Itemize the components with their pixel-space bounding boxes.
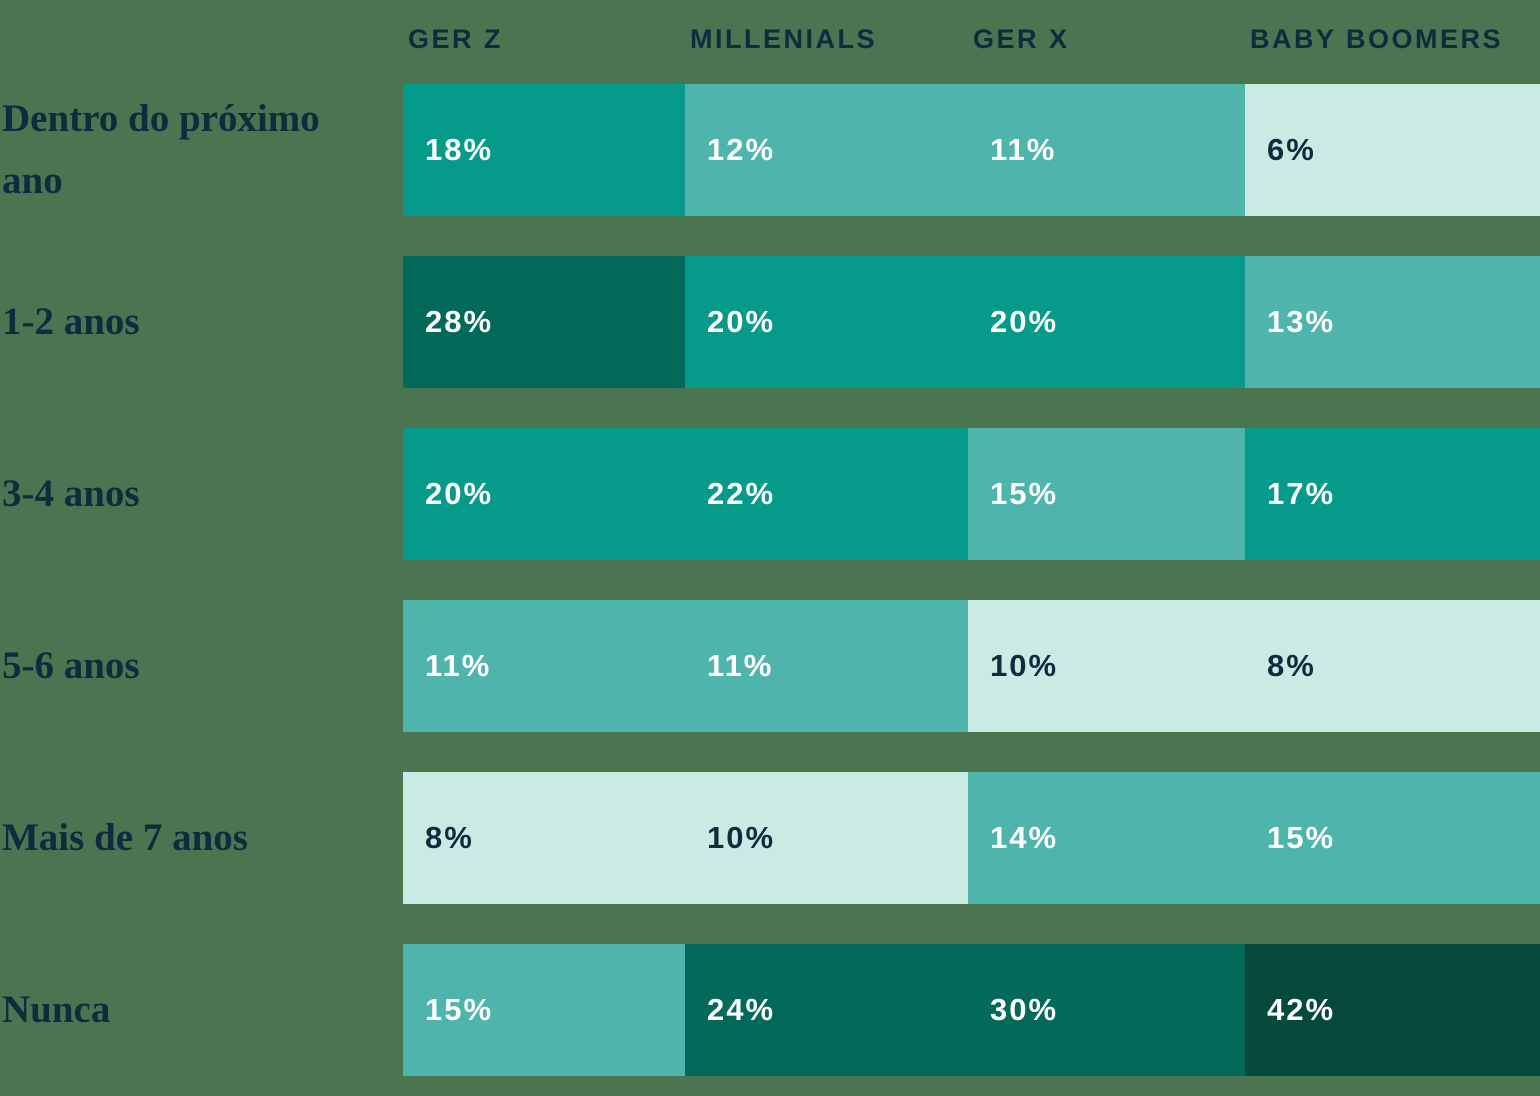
value-cell: 22% <box>685 428 968 560</box>
value-cell: 28% <box>403 256 685 388</box>
value-cell: 13% <box>1245 256 1540 388</box>
value-cell: 6% <box>1245 84 1540 216</box>
heatmap-rows: Dentro do próximo ano 18% 12% 11% 6% 1-2… <box>0 84 1540 1076</box>
value-cell: 10% <box>968 600 1245 732</box>
row-label: Dentro do próximo ano <box>2 97 320 202</box>
table-row-5-6-anos: 5-6 anos 11% 11% 10% 8% <box>0 600 1540 732</box>
row-label: Nunca <box>2 988 111 1031</box>
value-cell: 20% <box>685 256 968 388</box>
row-label: 3-4 anos <box>2 472 140 515</box>
row-label: 1-2 anos <box>2 300 140 343</box>
column-headers: GER Z MILLENIALS GER X BABY BOOMERS <box>0 24 1540 55</box>
value-cell: 12% <box>685 84 968 216</box>
value-cell: 30% <box>968 944 1245 1076</box>
row-label: Mais de 7 anos <box>2 816 248 859</box>
column-header-ger-x: GER X <box>973 24 1070 54</box>
value-cell: 8% <box>403 772 685 904</box>
column-header-baby-boomers: BABY BOOMERS <box>1250 24 1504 54</box>
value-cell: 24% <box>685 944 968 1076</box>
table-row-1-2-anos: 1-2 anos 28% 20% 20% 13% <box>0 256 1540 388</box>
table-row-nunca: Nunca 15% 24% 30% 42% <box>0 944 1540 1076</box>
row-label: 5-6 anos <box>2 644 140 687</box>
value-cell: 15% <box>968 428 1245 560</box>
column-header-millenials: MILLENIALS <box>690 24 877 54</box>
value-cell: 11% <box>968 84 1245 216</box>
value-cell: 11% <box>403 600 685 732</box>
table-row-dentro-do-proximo-ano: Dentro do próximo ano 18% 12% 11% 6% <box>0 84 1540 216</box>
value-cell: 20% <box>403 428 685 560</box>
value-cell: 20% <box>968 256 1245 388</box>
table-row-3-4-anos: 3-4 anos 20% 22% 15% 17% <box>0 428 1540 560</box>
value-cell: 10% <box>685 772 968 904</box>
value-cell: 8% <box>1245 600 1540 732</box>
value-cell: 18% <box>403 84 685 216</box>
value-cell: 11% <box>685 600 968 732</box>
column-header-ger-z: GER Z <box>408 24 504 54</box>
value-cell: 14% <box>968 772 1245 904</box>
value-cell: 15% <box>1245 772 1540 904</box>
value-cell: 15% <box>403 944 685 1076</box>
value-cell: 17% <box>1245 428 1540 560</box>
table-row-mais-de-7-anos: Mais de 7 anos 8% 10% 14% 15% <box>0 772 1540 904</box>
value-cell: 42% <box>1245 944 1540 1076</box>
